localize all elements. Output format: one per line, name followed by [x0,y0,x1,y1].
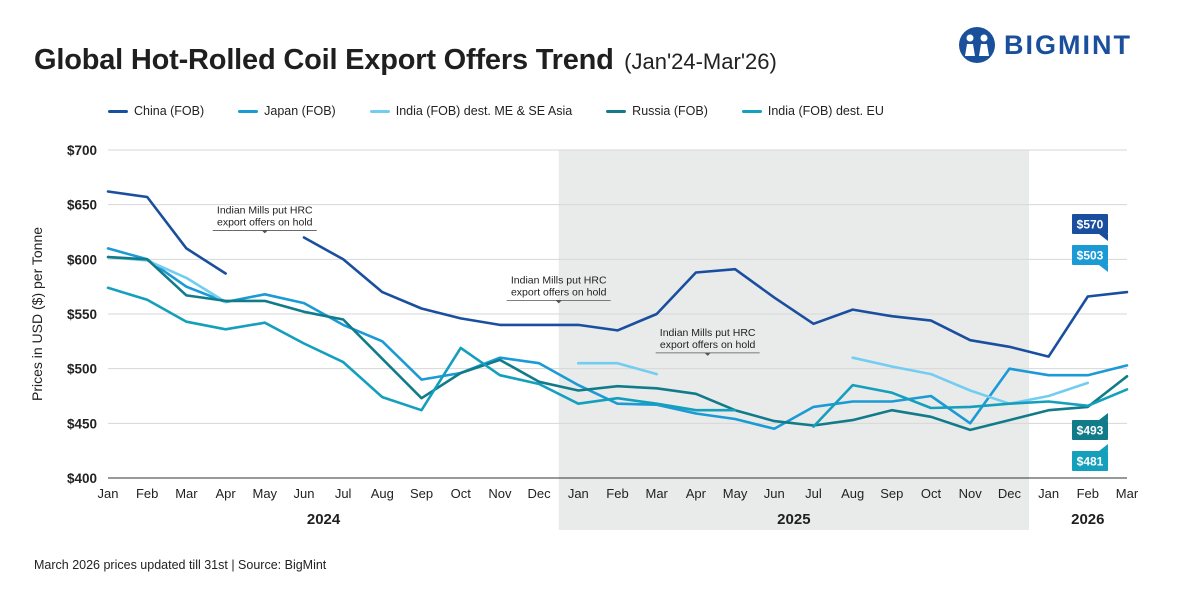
y-axis-label: Prices in USD ($) per Tonne [29,227,45,401]
year-label-2026: 2026 [1071,511,1104,528]
legend-item-3: India (FOB) dest. ME & SE Asia [369,104,573,118]
x-tick-label: Dec [528,486,552,501]
annotation-text: export offers on hold [660,339,756,351]
series-line-4 [106,255,1129,432]
x-tick-label: Apr [686,486,707,501]
x-tick-label: Feb [136,486,158,501]
annotation-text: export offers on hold [217,216,313,228]
end-value-text: $570 [1077,218,1104,232]
x-tick-label: Mar [175,486,198,501]
end-value-box [1072,214,1108,234]
end-value-text: $481 [1077,455,1104,469]
annotation-text: export offers on hold [511,286,607,298]
x-tick-label: Feb [606,486,628,501]
chart-legend: China (FOB) Japan (FOB) India (FOB) dest. … [108,104,918,118]
brand-name: BIGMINT [1004,29,1132,60]
x-tick-label: Dec [998,486,1022,501]
x-tick-label: Sep [410,486,433,501]
y-tick-label: $450 [67,416,97,431]
end-value-tail [1099,234,1108,241]
legend-swatch [369,109,390,113]
x-tick-label: Jul [805,486,822,501]
legend-label: Japan (FOB) [264,104,336,118]
x-tick-label: Jun [293,486,314,501]
annotation-text: Indian Mills put HRC [511,274,607,286]
end-value-tail [1099,444,1108,451]
y-tick-label: $700 [67,143,97,158]
series-line-5 [106,286,1129,428]
x-tick-label: Jan [568,486,589,501]
x-tick-label: Jan [1038,486,1059,501]
chart-title: Global Hot-Rolled Coil Export Offers Tre… [34,44,777,77]
highlight-band-2025 [558,150,1030,530]
legend-label: India (FOB) dest. EU [767,104,884,118]
end-value-label-2: $503 [1072,245,1108,272]
legend-swatch [606,109,627,113]
legend-item-5: India (FOB) dest. EU [741,104,884,118]
x-tick-label: Nov [959,486,983,501]
x-tick-label: Feb [1077,486,1099,501]
legend-swatch [108,109,128,113]
x-tick-label: May [723,486,748,501]
y-tick-label: $650 [67,198,97,213]
legend-item-2: Japan (FOB) [238,104,336,118]
x-tick-label: Mar [1116,486,1139,501]
year-label-2025: 2025 [777,511,810,528]
end-value-label-4: $493 [1072,413,1108,440]
x-tick-label: Nov [488,486,512,501]
legend-swatch [238,109,259,113]
x-tick-label: Oct [451,486,472,501]
annotation-pointer [555,300,562,304]
series-line-2 [106,247,1129,431]
y-tick-label: $600 [67,252,97,267]
legend-item-1: China (FOB) [108,104,204,118]
x-tick-label: Jan [98,486,119,501]
legend-item-4: Russia (FOB) [606,104,708,118]
annotation-text: Indian Mills put HRC [660,327,756,339]
end-value-text: $503 [1077,249,1104,263]
annotation-pointer [704,352,711,356]
source-footnote: March 2026 prices updated till 31st | So… [34,558,327,572]
x-tick-label: Aug [841,486,864,501]
end-value-box [1072,451,1108,471]
end-value-label-1: $570 [1072,214,1108,241]
x-tick-label: Jul [335,486,352,501]
end-value-text: $493 [1077,424,1104,438]
x-tick-label: Jun [764,486,785,501]
legend-swatch [741,109,762,113]
series-line-1 [106,190,1129,358]
end-value-tail [1099,265,1108,272]
end-value-label-5: $481 [1072,444,1108,471]
legend-label: India (FOB) dest. ME & SE Asia [395,104,573,118]
x-tick-label: May [252,486,277,501]
title-period: (Jan'24-Mar'26) [624,49,777,74]
end-value-tail [1099,413,1108,420]
bigmint-logo-icon [959,27,995,63]
y-tick-label: $500 [67,362,97,377]
x-tick-label: Sep [880,486,903,501]
x-tick-label: Mar [645,486,668,501]
y-tick-label: $400 [67,471,97,486]
annotation-text: Indian Mills put HRC [217,204,313,216]
annotation-pointer [261,230,268,234]
end-value-box [1072,420,1108,440]
legend-label: China (FOB) [134,104,205,118]
end-value-box [1072,245,1108,265]
year-label-2024: 2024 [307,511,341,528]
x-tick-label: Apr [215,486,236,501]
x-tick-label: Aug [371,486,394,501]
title-main: Global Hot-Rolled Coil Export Offers Tre… [34,44,614,76]
brand-logo: BIGMINT [958,26,1132,64]
x-tick-label: Oct [921,486,942,501]
y-tick-label: $550 [67,307,97,322]
legend-label: Russia (FOB) [632,104,708,118]
